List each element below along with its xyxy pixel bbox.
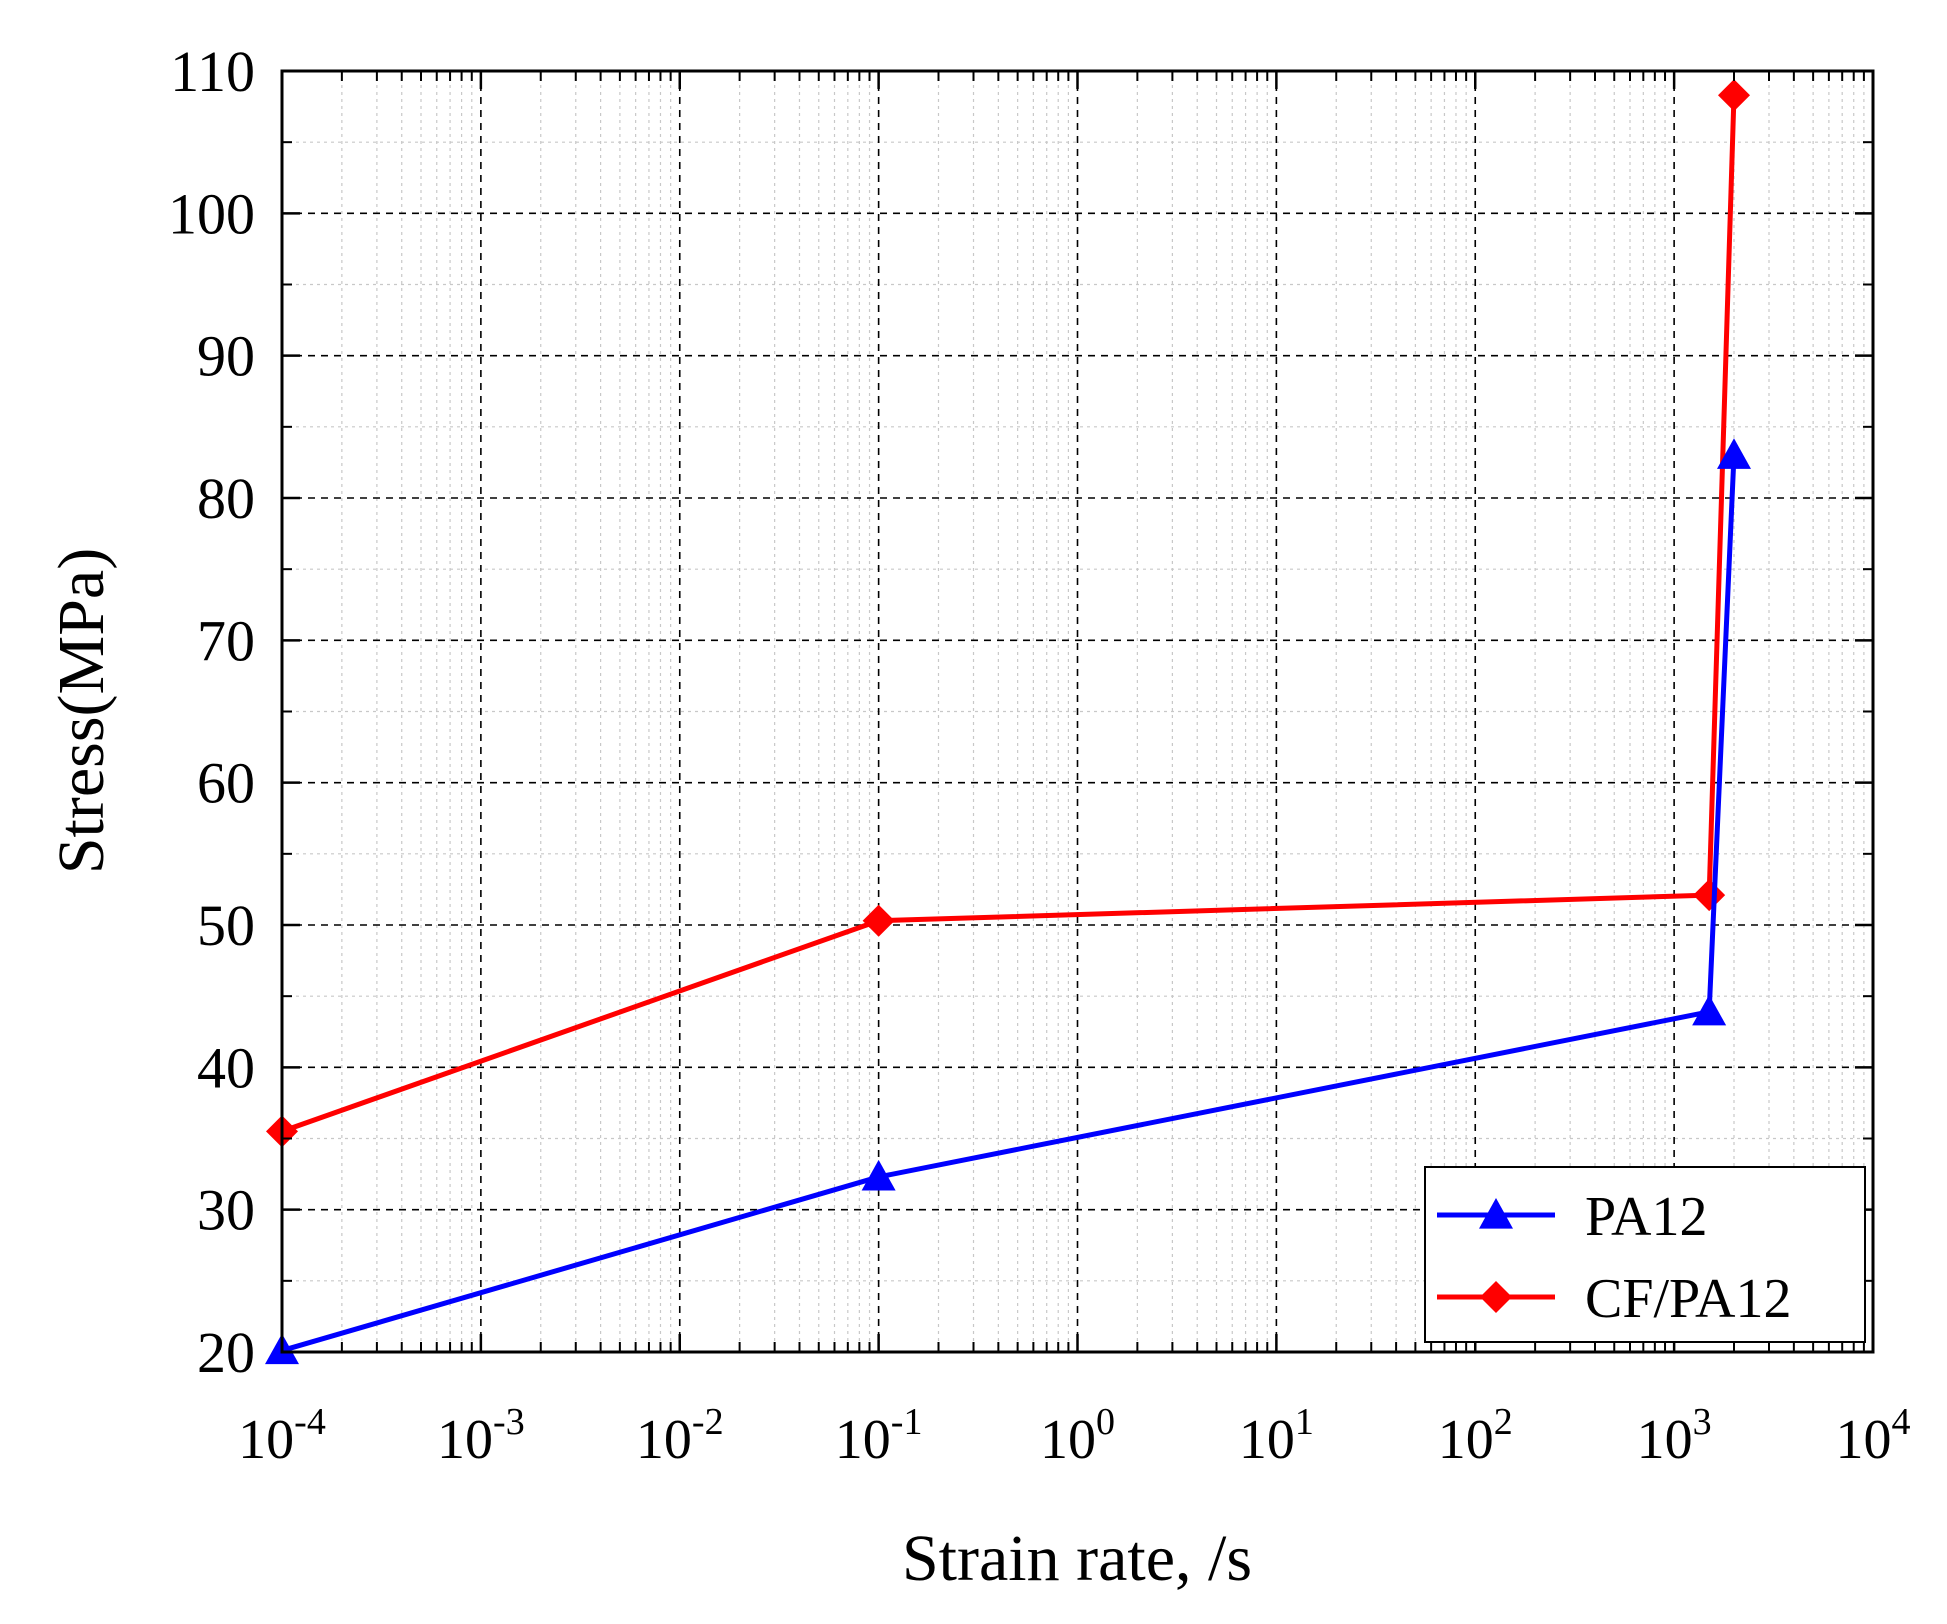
x-tick-base: 10 [1836, 1409, 1892, 1471]
x-tick-base: 10 [835, 1409, 891, 1471]
y-tick-labels: 20 30 40 50 60 70 80 90 100 110 [168, 39, 255, 1385]
y-tick-label: 110 [170, 39, 255, 104]
x-tick-label: 10-3 [437, 1401, 525, 1471]
x-tick-exponent: -1 [891, 1401, 923, 1443]
x-tick-label: 10-4 [238, 1401, 326, 1471]
x-tick-base: 10 [1239, 1409, 1295, 1471]
data-point [1692, 994, 1727, 1026]
x-tick-exponent: -4 [294, 1401, 326, 1443]
legend-label: CF/PA12 [1585, 1268, 1792, 1330]
series-layer [265, 79, 1751, 1365]
x-tick-label: 100 [1040, 1401, 1115, 1471]
data-point [1717, 79, 1750, 112]
x-tick-base: 10 [1040, 1409, 1096, 1471]
data-point [862, 904, 895, 937]
x-tick-label: 10-1 [835, 1401, 923, 1471]
x-tick-exponent: -3 [493, 1401, 525, 1443]
legend-marker [1480, 1281, 1512, 1313]
x-tick-exponent: 2 [1494, 1401, 1513, 1443]
x-tick-labels: 10-4 10-3 10-2 10-1 100 101 102 103 104 [238, 1401, 1910, 1471]
x-tick-base: 10 [437, 1409, 493, 1471]
data-point [861, 1159, 896, 1191]
x-tick-exponent: 0 [1096, 1401, 1115, 1443]
legend-label: PA12 [1585, 1186, 1707, 1248]
x-axis-title: Strain rate, /s [902, 1522, 1252, 1595]
y-tick-label: 80 [197, 466, 255, 531]
data-point [1716, 438, 1751, 469]
legend-entry: CF/PA12 [1437, 1268, 1792, 1330]
y-tick-label: 30 [197, 1178, 255, 1243]
x-tick-label: 101 [1239, 1401, 1314, 1471]
series-line [281, 95, 1737, 1134]
y-tick-label: 50 [197, 893, 255, 958]
y-tick-label: 20 [197, 1320, 255, 1385]
x-tick-base: 10 [636, 1409, 692, 1471]
legend-marker [1479, 1198, 1513, 1229]
y-tick-label: 90 [197, 324, 255, 389]
y-axis-title: Stress(MPa) [45, 548, 118, 874]
y-tick-label: 40 [197, 1035, 255, 1100]
x-tick-exponent: 4 [1892, 1401, 1911, 1443]
y-tick-label: 60 [197, 751, 255, 816]
legend-box [1424, 1166, 1866, 1343]
x-tick-base: 10 [238, 1409, 294, 1471]
x-tick-label: 103 [1637, 1401, 1712, 1471]
x-tick-exponent: -2 [692, 1401, 724, 1443]
x-tick-exponent: 1 [1295, 1401, 1314, 1443]
x-tick-label: 10-2 [636, 1401, 724, 1471]
axis-ticks [280, 69, 1875, 1354]
series-cf-pa12 [266, 79, 1750, 1148]
legend: PA12 CF/PA12 [1424, 1166, 1866, 1343]
data-point [1693, 879, 1726, 912]
y-tick-label: 70 [197, 608, 255, 673]
legend-entry: PA12 [1437, 1186, 1707, 1248]
x-tick-base: 10 [1438, 1409, 1494, 1471]
series-line [281, 455, 1737, 1353]
x-tick-label: 104 [1836, 1401, 1911, 1471]
x-tick-exponent: 3 [1693, 1401, 1712, 1443]
x-tick-label: 102 [1438, 1401, 1513, 1471]
x-tick-base: 10 [1637, 1409, 1693, 1471]
y-tick-label: 100 [168, 181, 255, 246]
grid [282, 71, 1873, 1352]
